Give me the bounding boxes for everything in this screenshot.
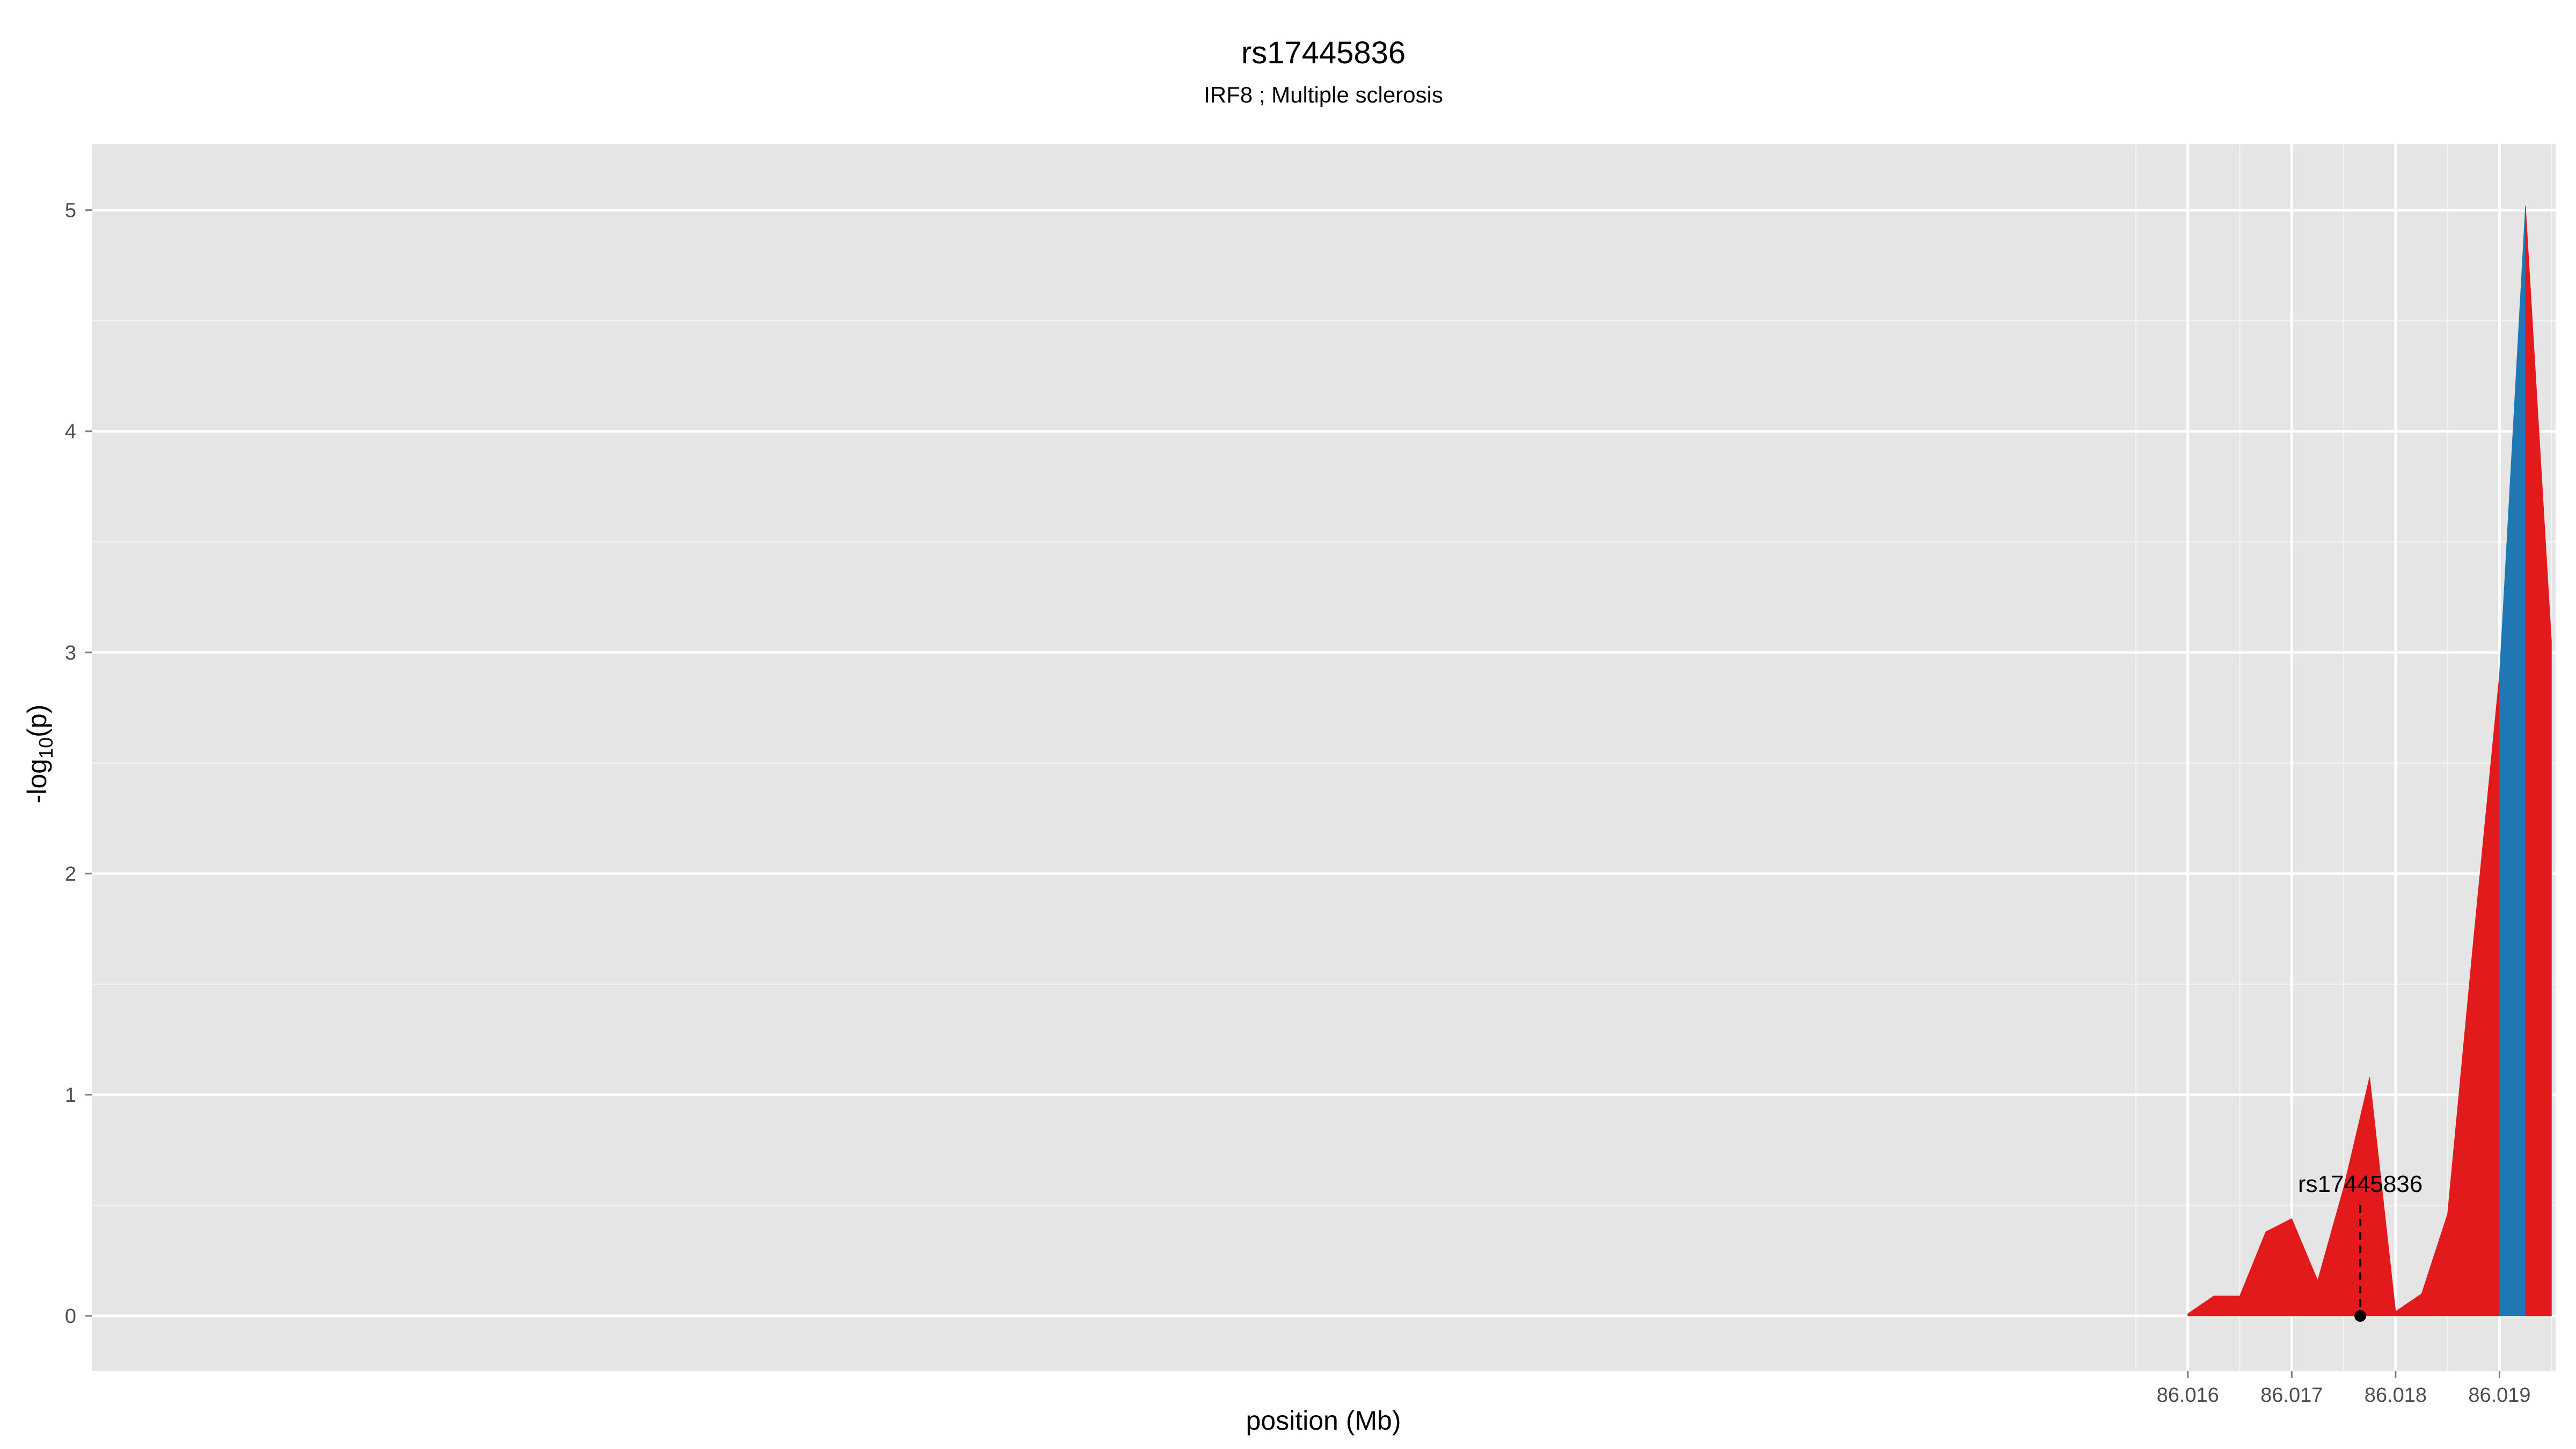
area-segment-1 (2187, 674, 2500, 1316)
snp-label: rs17445836 (2298, 1171, 2423, 1197)
area-series (2187, 206, 2552, 1316)
plot-panel (92, 144, 2556, 1371)
chart-title: rs17445836 (1241, 35, 1406, 70)
x-axis-title: position (Mb) (1246, 1406, 1401, 1436)
x-tick-label: 86.019 (2468, 1384, 2530, 1407)
x-tick-label: 86.016 (2157, 1384, 2219, 1407)
x-tick-label: 86.017 (2260, 1384, 2323, 1407)
area-segment-3 (2525, 206, 2552, 1316)
y-tick-label: 3 (65, 642, 76, 664)
y-axis: 0 1 2 3 4 5 (65, 200, 92, 1328)
y-tick-label: 0 (65, 1305, 76, 1328)
snp-point (2354, 1309, 2367, 1322)
y-tick-label: 4 (65, 421, 76, 443)
x-axis: 86.016 86.017 86.018 86.019 (2157, 1371, 2531, 1407)
y-tick-label: 2 (65, 863, 76, 885)
x-tick-label: 86.018 (2365, 1384, 2427, 1407)
y-tick-label: 1 (65, 1084, 76, 1107)
annotations: rs17445836 (2298, 1171, 2423, 1322)
y-axis-title: -log10(p) (22, 705, 57, 804)
chart-subtitle: IRF8 ; Multiple sclerosis (1204, 82, 1443, 107)
minor-gridlines (92, 144, 2556, 1371)
y-tick-label: 5 (65, 200, 76, 222)
